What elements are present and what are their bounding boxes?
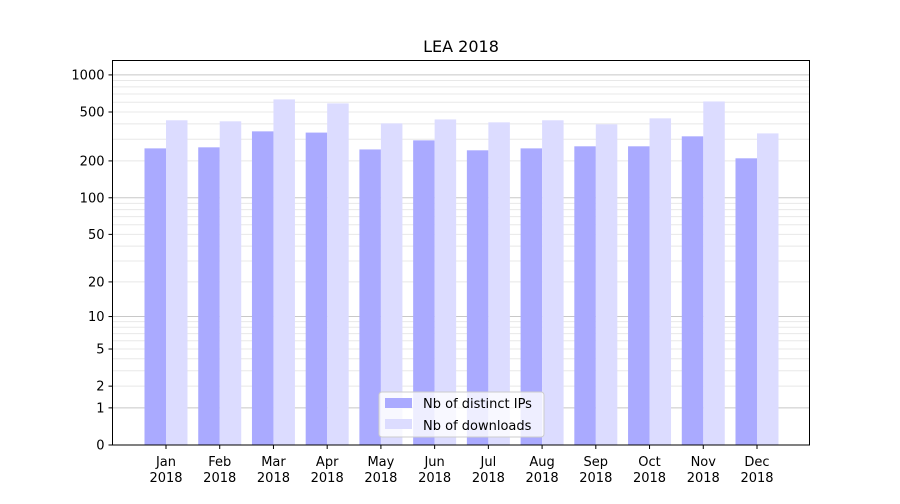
x-tick-label-month: Apr — [316, 455, 339, 470]
x-tick-label-year: 2018 — [472, 471, 505, 486]
bar-downloads — [757, 133, 779, 445]
chart-title: LEA 2018 — [423, 37, 499, 56]
y-tick-label: 50 — [88, 228, 105, 243]
y-tick-label: 1000 — [71, 68, 104, 83]
y-tick-label: 200 — [80, 154, 105, 169]
x-tick-label-month: Jun — [423, 455, 444, 470]
bar-distinct-ips — [628, 146, 650, 445]
x-tick-label-year: 2018 — [149, 471, 182, 486]
bar-distinct-ips — [413, 140, 435, 445]
x-tick-label-year: 2018 — [257, 471, 290, 486]
bar-downloads — [273, 99, 295, 445]
x-tick-label-month: Sep — [584, 455, 609, 470]
bar-distinct-ips — [735, 158, 757, 445]
x-tick-label-month: Aug — [529, 455, 554, 470]
legend: Nb of distinct IPs Nb of downloads — [378, 391, 545, 438]
legend-label-downloads: Nb of downloads — [423, 419, 532, 434]
bar-downloads — [595, 124, 618, 446]
bar-downloads — [649, 118, 672, 445]
x-tick-label-year: 2018 — [203, 471, 236, 486]
legend-label-ips: Nb of distinct IPs — [423, 397, 532, 412]
x-tick-label-year: 2018 — [687, 471, 720, 486]
bar-distinct-ips — [198, 147, 220, 445]
y-tick-label: 2 — [96, 380, 104, 395]
legend-swatch-ips — [385, 398, 412, 408]
y-tick-label: 10 — [88, 310, 105, 325]
y-tick-label: 500 — [80, 105, 105, 120]
bar-downloads — [488, 122, 510, 445]
bar-downloads — [219, 121, 242, 446]
y-tick-label: 5 — [96, 343, 104, 358]
x-tick-label-month: May — [367, 455, 394, 470]
legend-swatch-downloads — [385, 419, 412, 429]
x-tick-label-year: 2018 — [526, 471, 559, 486]
x-tick-label-year: 2018 — [364, 471, 397, 486]
bar-distinct-ips — [305, 132, 328, 445]
bar-downloads — [380, 123, 403, 446]
x-tick-label-year: 2018 — [633, 471, 666, 486]
x-tick-label-month: Jan — [155, 455, 176, 470]
bar-downloads — [542, 120, 564, 445]
y-tick-label: 100 — [80, 191, 105, 206]
x-tick-label-month: Nov — [691, 455, 717, 470]
bar-downloads — [434, 119, 457, 445]
y-tick-label: 0 — [96, 439, 104, 454]
x-tick-label-month: Jul — [480, 455, 497, 470]
bar-distinct-ips — [251, 131, 274, 446]
bar-distinct-ips — [144, 148, 166, 445]
bar-distinct-ips — [574, 146, 596, 445]
x-tick-label-year: 2018 — [579, 471, 612, 486]
y-tick-label: 1 — [96, 401, 104, 416]
bar-distinct-ips — [466, 150, 489, 446]
bar-downloads — [703, 101, 725, 446]
x-tick-label-year: 2018 — [418, 471, 451, 486]
x-tick-label-month: Mar — [261, 455, 286, 470]
x-tick-label-month: Dec — [744, 455, 769, 470]
x-tick-label-year: 2018 — [740, 471, 773, 486]
bar-downloads — [327, 103, 349, 445]
bar-downloads — [166, 120, 188, 445]
x-tick-label-month: Feb — [208, 455, 231, 470]
bar-distinct-ips — [359, 149, 381, 445]
x-tick-label-month: Oct — [638, 455, 660, 470]
y-tick-label: 20 — [88, 275, 105, 290]
bar-distinct-ips — [681, 136, 704, 445]
x-tick-label-year: 2018 — [311, 471, 344, 486]
bar-distinct-ips — [520, 148, 543, 445]
plot-area-frame — [112, 60, 810, 446]
